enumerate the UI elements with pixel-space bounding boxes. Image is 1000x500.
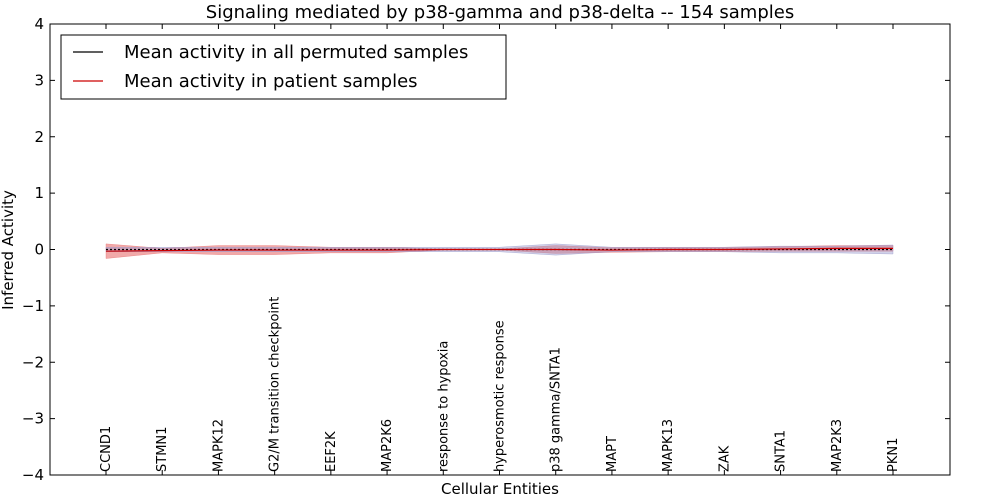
y-tick-label: 0 [34,241,44,259]
series-line-1 [105,247,893,252]
plot-area: 4 3 2 1 0 −1 −2 −3 −4 CCND1 STMN1 MAPK12 G2/M transi… [22,15,951,484]
legend-label-0: Mean activity in all permuted samples [124,42,468,63]
x-tick-label: MAPK13 [661,419,676,472]
y-tick-label: 3 [34,71,44,89]
y-tick-label: 1 [34,184,44,202]
y-tick-label: −4 [22,466,44,484]
legend: Mean activity in all permuted samples Mea… [60,34,507,100]
y-tick-label: 2 [34,128,44,146]
x-tick-label: MAP2K3 [830,419,845,472]
x-tick-label: response to hypoxia [436,341,451,472]
x-tick-label: MAPK12 [211,419,226,472]
x-axis-label: Cellular Entities [441,480,559,498]
x-tick-label: MAP2K6 [380,419,395,472]
x-tick-label: STMN1 [155,427,170,472]
x-tick-label: hyperosmotic response [493,320,508,472]
x-tick-label: EEF2K [324,431,339,472]
y-tick-label: 4 [34,15,44,33]
chart-title: Signaling mediated by p38-gamma and p38-… [206,2,794,23]
x-tick-label: CCND1 [99,426,114,472]
x-tick-label: G2/M transition checkpoint [268,297,283,472]
legend-label-1: Mean activity in patient samples [124,71,418,92]
y-tick-label: −2 [22,353,44,371]
y-tick-label: −3 [22,410,44,428]
x-tick-label: ZAK [717,445,732,472]
legend-box [60,34,507,100]
y-tick-label: −1 [22,297,44,315]
x-tick-label: SNTA1 [774,430,789,472]
x-tick-label: p38 gamma/SNTA1 [549,347,564,472]
y-axis-label: Inferred Activity [0,190,17,310]
x-tick-label: PKN1 [886,438,901,472]
x-tick-label: MAPT [605,436,620,472]
